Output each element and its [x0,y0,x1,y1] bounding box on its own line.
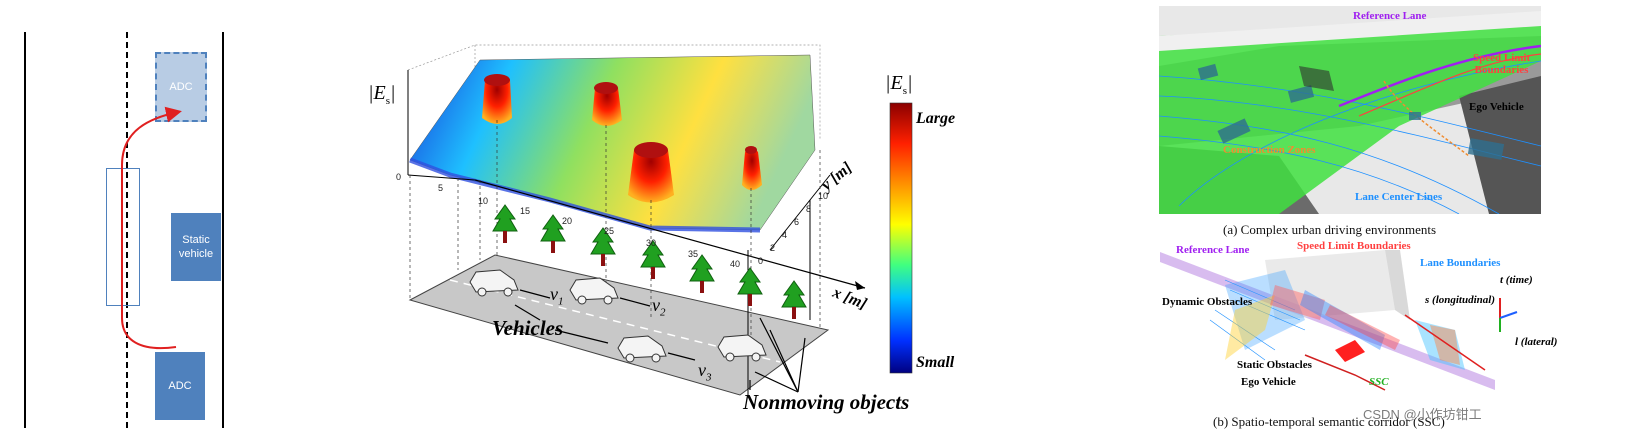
x-tick: 25 [604,226,615,236]
risk-field-panel: |Es| |Es| Large Small x [m] y [m] 0 5 10… [350,0,990,447]
adc-current-label: ADC [168,379,192,392]
nonmoving-objects-label: Nonmoving objects [743,390,910,414]
left-road-edge [24,32,26,428]
static-vehicle-box: Static vehicle [171,213,221,281]
semantic-corridor-panel: Reference Lane Speed Limit Boundaries Eg… [1155,0,1625,447]
adc-target-label: ADC [169,80,193,93]
v1-label: v1 [550,284,564,308]
ego-vehicle-label: Ego Vehicle [1241,376,1296,388]
y-tick: 10 [818,191,829,201]
spatio-temporal-corridor-render [1160,250,1518,391]
x-tick: 40 [730,259,741,269]
adc-current-box: ADC [155,352,205,420]
tree-row [492,204,807,319]
left-scenario-panel: ADC Static vehicle ADC [0,0,260,447]
x-tick: 35 [688,249,699,259]
bottom-caption: (b) Spatio-temporal semantic corridor (S… [1213,414,1445,429]
top-construction-zones-label: Construction Zones [1223,144,1316,156]
v2-label: v2 [652,295,666,319]
colorbar-small-label: Small [916,354,955,371]
s-axis-label: s (longitudinal) [1425,294,1495,306]
y-tick: 8 [806,204,812,214]
ssc-label: SSC [1369,376,1389,388]
right-road-edge [222,32,224,428]
top-reference-lane-label: Reference Lane [1353,10,1427,22]
colorbar-title: |Es| [885,72,913,97]
x-tick: 15 [520,206,531,216]
colorbar-large-label: Large [916,110,956,127]
top-lane-center-lines-label: Lane Center Lines [1355,191,1443,203]
top-speed-limit-label: Speed Limit Boundaries [1473,52,1531,76]
bottom-lane-boundaries-label: Lane Boundaries [1420,257,1501,269]
es-axis-label: |Es| [368,82,396,107]
x-tick: 10 [478,196,489,206]
y-tick: 6 [794,217,800,227]
center-dashed-line [126,32,128,428]
y-tick: 2 [770,243,776,253]
bottom-speed-limit-label: Speed Limit Boundaries [1297,240,1411,252]
adc-target-box: ADC [155,52,207,122]
risk-field-3d-plot [407,44,913,396]
y-tick: 4 [782,230,788,240]
top-ego-vehicle-label: Ego Vehicle [1469,101,1524,113]
watermark: CSDN @小作坊钳工 [1363,407,1482,422]
bottom-reference-lane-label: Reference Lane [1176,244,1250,256]
x-tick: 30 [646,238,657,248]
planned-trajectory [121,106,182,350]
x-tick: 20 [562,216,573,226]
x-tick: 5 [438,183,444,193]
urban-environment-render [1159,6,1541,214]
static-vehicle-label: Static vehicle [178,233,214,260]
static-obstacles-label: Static Obstacles [1237,359,1312,371]
vehicles-label: Vehicles [492,316,564,340]
l-axis-label: l (lateral) [1515,336,1558,348]
t-axis-label: t (time) [1500,274,1533,286]
dynamic-obstacles-label: Dynamic Obstacles [1162,296,1253,308]
v3-label: v3 [698,360,712,384]
x-tick: 0 [396,172,402,182]
top-caption: (a) Complex urban driving environments [1223,222,1437,237]
y-tick: 0 [758,256,764,266]
